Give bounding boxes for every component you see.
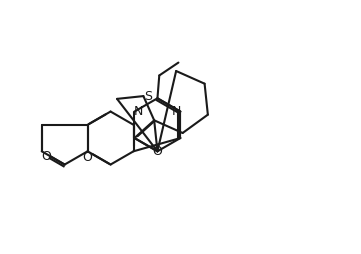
Text: O: O bbox=[83, 151, 92, 164]
Text: O: O bbox=[152, 145, 162, 158]
Text: S: S bbox=[144, 90, 152, 103]
Text: N: N bbox=[171, 105, 180, 118]
Text: N: N bbox=[134, 105, 144, 118]
Text: O: O bbox=[41, 150, 51, 163]
